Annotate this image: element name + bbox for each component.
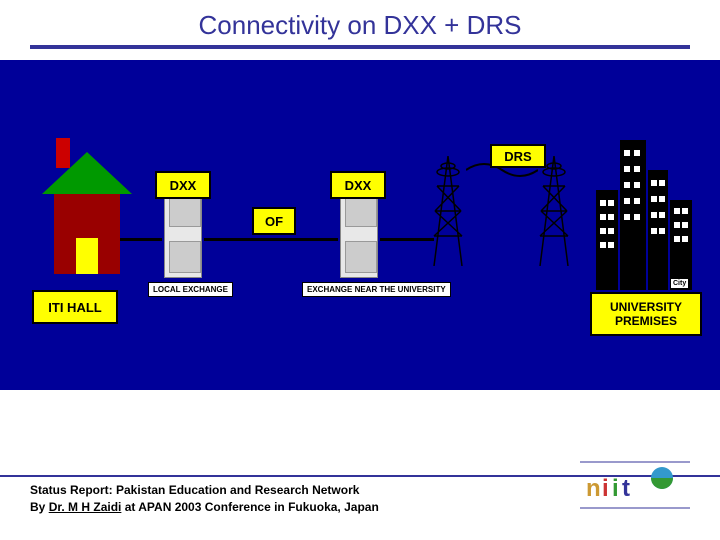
connector-2 [204,238,338,241]
connectivity-diagram: ITI HALL DXX OF DXX DRS UNIVERSITY PREMI… [0,60,720,390]
svg-text:t: t [622,475,630,502]
city-skyline-icon [596,120,696,290]
label-dxx-1: DXX [155,171,211,199]
house-body [54,194,120,274]
label-city: City [670,278,689,289]
footer-line-2: By Dr. M H Zaidi at APAN 2003 Conference… [30,500,379,514]
label-university: UNIVERSITY PREMISES [590,292,702,336]
svg-text:i: i [602,475,609,502]
label-of: OF [252,207,296,235]
connector-1 [120,238,162,241]
svg-text:n: n [586,475,601,502]
house-icon [42,152,132,194]
footer-text: Status Report: Pakistan Education and Re… [30,482,379,516]
footer-by: By [30,500,49,514]
footer-author: Dr. M H Zaidi [49,500,122,514]
label-dxx-2: DXX [330,171,386,199]
door [76,238,98,274]
footer-venue: at APAN 2003 Conference in Fukuoka, Japa… [121,500,378,514]
radio-tower-2 [534,156,574,266]
equipment-rack-1 [164,190,202,278]
chimney [56,138,70,168]
label-exchange-near-university: EXCHANGE NEAR THE UNIVERSITY [302,282,451,297]
radio-tower-1 [428,156,468,266]
label-iti-hall: ITI HALL [32,290,118,324]
svg-text:i: i [612,475,619,502]
label-local-exchange: LOCAL EXCHANGE [148,282,233,297]
footer-line-1: Status Report: Pakistan Education and Re… [30,483,359,497]
connector-3 [380,238,434,241]
label-drs: DRS [490,144,546,168]
equipment-rack-2 [340,190,378,278]
page-title: Connectivity on DXX + DRS [0,10,720,41]
title-underline [30,45,690,49]
niit-logo: n i i t [580,460,690,510]
